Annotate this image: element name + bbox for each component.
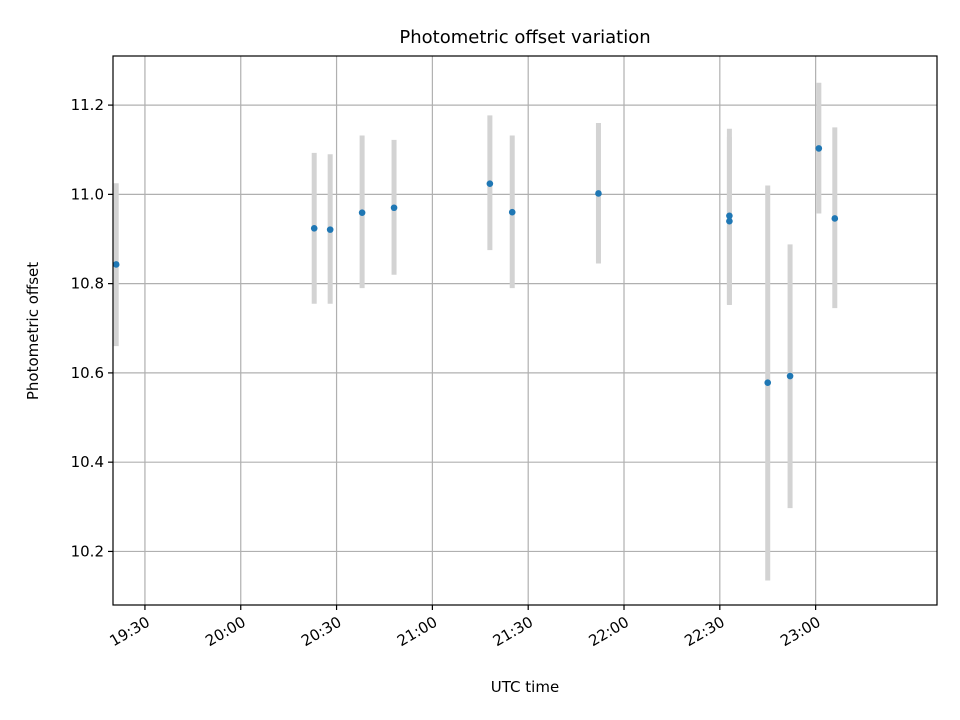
y-axis-ticks: 10.2 10.4 10.6 10.8 11.0 11.2	[71, 96, 113, 560]
x-tick-label: 22:30	[681, 613, 727, 650]
data-point	[390, 204, 398, 212]
data-point	[786, 372, 794, 380]
y-tick-label: 10.4	[71, 453, 104, 471]
chart-title: Photometric offset variation	[399, 27, 650, 48]
data-point	[508, 208, 516, 216]
grid	[113, 56, 937, 605]
y-tick-label: 10.6	[71, 364, 104, 382]
data-point	[358, 209, 366, 216]
y-tick-label: 10.2	[71, 542, 104, 560]
y-tick-label: 10.8	[71, 275, 104, 293]
data-point	[726, 217, 733, 225]
x-tick-label: 21:30	[490, 613, 536, 650]
data-point	[595, 190, 602, 197]
x-tick-label: 19:30	[106, 613, 152, 650]
y-tick-label: 11.2	[71, 96, 104, 114]
x-tick-label: 22:00	[586, 613, 632, 650]
data-point	[112, 261, 120, 268]
x-tick-label: 20:30	[298, 613, 344, 650]
data-points	[112, 145, 839, 387]
x-axis-label: UTC time	[491, 678, 559, 696]
x-tick-label: 23:00	[777, 613, 823, 650]
error-bars	[113, 82, 838, 581]
data-point	[486, 180, 494, 187]
x-tick-label: 21:00	[394, 613, 440, 650]
plot-frame	[112, 55, 938, 606]
x-axis-ticks: 19:30 20:00 20:30 21:00 21:30 22:00 22:30 23:00	[106, 605, 824, 650]
data-point	[726, 212, 733, 220]
data-point	[310, 224, 318, 232]
data-point	[326, 226, 334, 233]
data-point	[764, 379, 772, 387]
y-tick-label: 11.0	[71, 185, 104, 203]
x-tick-label: 20:00	[202, 613, 248, 650]
data-point	[831, 215, 839, 222]
data-point	[815, 145, 823, 152]
y-axis-label: Photometric offset	[24, 262, 42, 400]
